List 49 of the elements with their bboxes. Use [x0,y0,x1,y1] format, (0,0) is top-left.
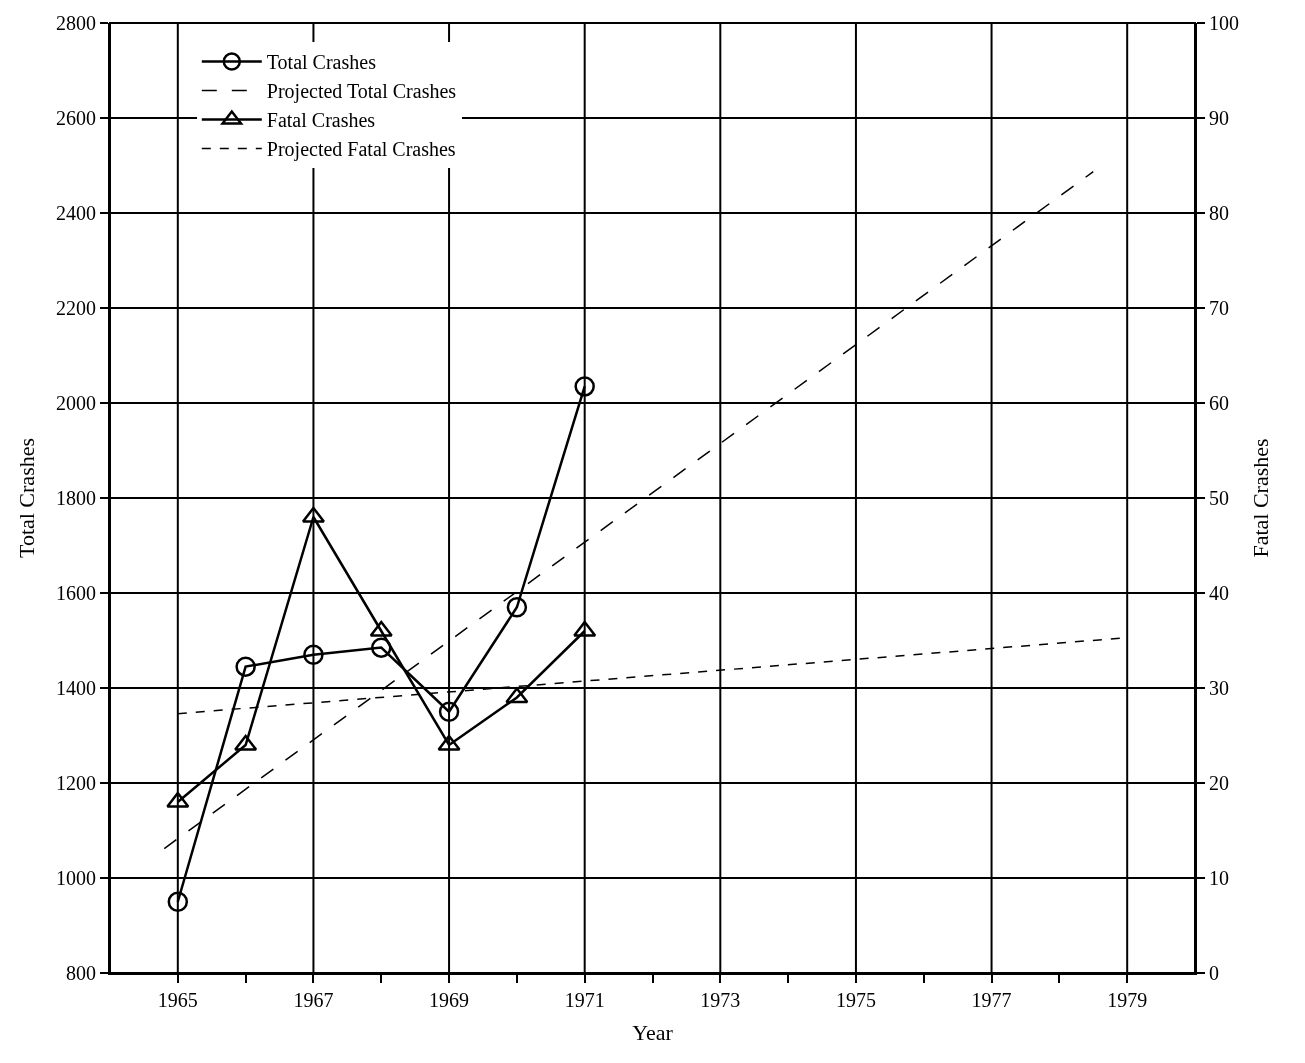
point [235,656,256,677]
y-tick-label: 2000 [56,392,96,414]
point [167,891,189,912]
point [438,701,460,722]
legend-label: Fatal Crashes [266,109,376,132]
point [574,376,595,397]
y-tick-label: 1000 [56,867,96,889]
y2-tick-label: 10 [1209,867,1229,889]
y2-axis-title: Fatal Crashes [1248,438,1274,558]
point [506,597,528,618]
x-tick-label: 1965 [157,989,198,1011]
y2-tick-label: 50 [1209,487,1229,509]
point [437,734,461,751]
y-tick-label: 2800 [56,12,96,34]
x-tick-label: 1969 [429,989,470,1011]
point [369,620,393,637]
y2-tick-label: 30 [1209,677,1229,699]
y2-tick-label: 20 [1209,772,1229,794]
x-tick-label: 1979 [1107,989,1148,1011]
y2-tick-label: 70 [1209,297,1229,319]
x-tick-label: 1967 [293,989,334,1011]
x-tick-label: 1971 [564,989,605,1011]
y-tick-label: 1200 [56,772,96,794]
point [371,637,392,658]
legend-label: Total Crashes [266,51,377,74]
y-tick-label: 1800 [56,487,96,509]
y2-tick-label: 100 [1209,12,1239,34]
y-tick-label: 800 [66,962,96,984]
point [303,644,324,665]
y2-tick-label: 0 [1209,962,1219,984]
y2-tick-label: 60 [1209,392,1229,414]
x-tick-label: 1977 [971,989,1012,1011]
y-tick-label: 2400 [56,202,96,224]
x-axis-title: Year [632,1020,674,1046]
legend-label: Projected Total Crashes [266,80,457,104]
legend-label: Projected Fatal Crashes [266,138,456,162]
point [573,620,597,637]
y-tick-label: 2200 [56,297,96,319]
point [166,791,190,808]
point [505,687,529,704]
y2-tick-label: 40 [1209,582,1229,604]
y-tick-label: 1600 [56,582,96,604]
y-tick-label: 1400 [56,677,96,699]
y2-tick-label: 90 [1209,107,1229,129]
x-tick-label: 1973 [700,989,741,1011]
y-axis-title: Total Crashes [14,437,40,559]
y-tick-label: 2600 [56,107,96,129]
x-tick-label: 1975 [835,989,876,1011]
y2-tick-label: 80 [1209,202,1229,224]
